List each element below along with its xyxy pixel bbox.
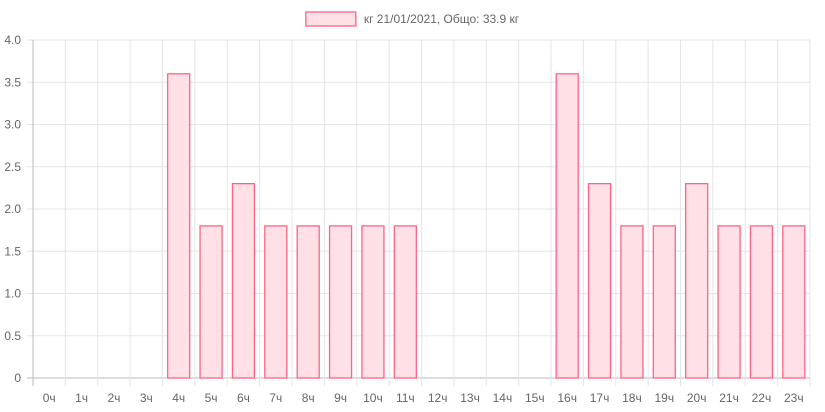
y-tick-label: 4.0	[4, 33, 21, 47]
y-tick-label: 0	[14, 371, 21, 385]
bars	[167, 73, 806, 379]
bar[interactable]	[393, 225, 417, 379]
bar[interactable]	[361, 225, 385, 379]
bar[interactable]	[587, 182, 612, 379]
y-tick-label: 3.5	[4, 75, 21, 89]
x-tick-label: 5ч	[205, 391, 218, 405]
y-axis-ticks: 0 0.5 1.0 1.5 2.0 2.5 3.0 3.5 4.0	[4, 33, 21, 385]
legend-label[interactable]: кг 21/01/2021, Общо: 33.9 кг	[364, 12, 520, 26]
bar[interactable]	[652, 225, 676, 379]
bar[interactable]	[264, 225, 288, 379]
x-tick-label: 10ч	[363, 391, 383, 405]
x-tick-label: 14ч	[493, 391, 513, 405]
x-tick-label: 7ч	[269, 391, 282, 405]
x-tick-label: 13ч	[460, 391, 480, 405]
bar[interactable]	[231, 182, 256, 379]
x-tick-label: 20ч	[687, 391, 707, 405]
x-tick-label: 21ч	[719, 391, 739, 405]
x-tick-label: 1ч	[75, 391, 88, 405]
x-tick-label: 8ч	[302, 391, 315, 405]
bar[interactable]	[685, 182, 709, 379]
x-tick-label: 4ч	[172, 391, 185, 405]
y-tick-label: 2.5	[4, 160, 21, 174]
bar[interactable]	[296, 225, 320, 379]
y-tick-label: 1.0	[4, 287, 21, 301]
x-tick-label: 6ч	[237, 391, 250, 405]
bar[interactable]	[328, 225, 353, 379]
y-tick-label: 0.5	[4, 329, 21, 343]
x-tick-label: 15ч	[525, 391, 545, 405]
x-tick-label: 19ч	[655, 391, 675, 405]
x-tick-label: 3ч	[140, 391, 153, 405]
bar[interactable]	[749, 225, 774, 379]
x-tick-label: 2ч	[107, 391, 120, 405]
legend[interactable]: кг 21/01/2021, Общо: 33.9 кг	[305, 11, 520, 27]
bar[interactable]	[620, 225, 644, 379]
x-tick-label: 9ч	[334, 391, 347, 405]
x-tick-label: 0ч	[43, 391, 56, 405]
x-tick-label: 17ч	[590, 391, 610, 405]
x-tick-label: 18ч	[622, 391, 642, 405]
y-tick-label: 3.0	[4, 118, 21, 132]
x-tick-label: 16ч	[557, 391, 577, 405]
x-tick-label: 22ч	[752, 391, 772, 405]
x-tick-label: 12ч	[428, 391, 448, 405]
grid-lines	[27, 39, 811, 386]
x-axis-ticks: 0ч 1ч 2ч 3ч 4ч 5ч 6ч 7ч 8ч 9ч 10ч 11ч 12ч 13ч 14ч 15ч 16…	[43, 391, 804, 405]
bar[interactable]	[717, 225, 741, 379]
y-tick-label: 1.5	[4, 244, 21, 258]
x-tick-label: 11ч	[396, 391, 415, 405]
legend-swatch[interactable]	[305, 11, 357, 27]
bar[interactable]	[199, 225, 223, 379]
bar[interactable]	[167, 73, 191, 379]
y-tick-label: 2.0	[4, 202, 21, 216]
x-tick-label: 23ч	[784, 391, 804, 405]
bar[interactable]	[782, 225, 806, 379]
bar[interactable]	[555, 73, 579, 379]
